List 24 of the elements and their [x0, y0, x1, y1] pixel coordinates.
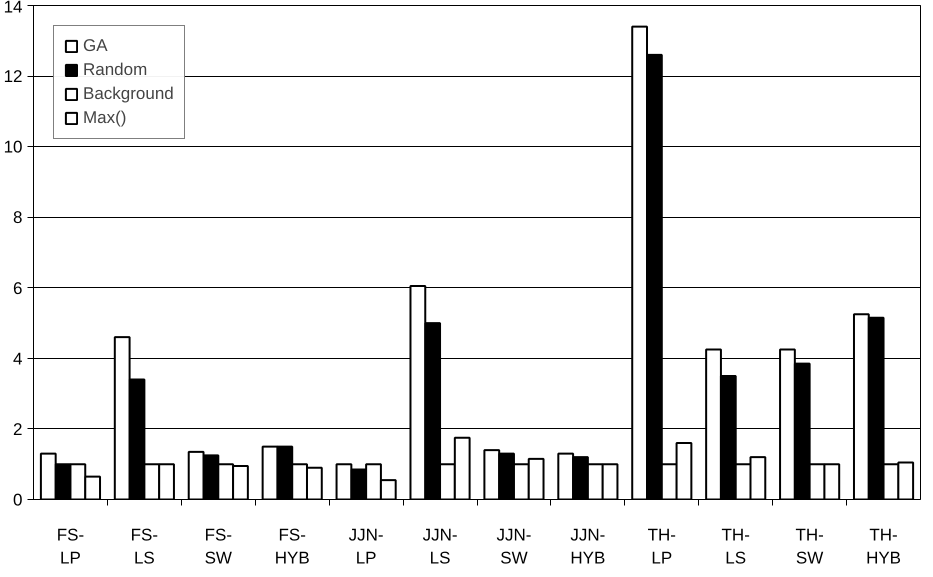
legend-label: Background [83, 84, 174, 104]
x-tick-label: JJN-HYB [570, 526, 606, 568]
x-tick-label: JJN-LS [422, 526, 458, 568]
y-tick-label: 12 [4, 67, 23, 86]
x-tick-label: TH-SW [795, 526, 824, 568]
y-tick-label: 10 [4, 138, 23, 157]
y-tick-label: 14 [4, 0, 23, 16]
legend-label: Random [83, 60, 148, 80]
y-tick-label: 8 [13, 208, 23, 228]
y-tick-label: 2 [13, 420, 23, 439]
y-tick-label: 6 [13, 278, 23, 298]
x-tick-label: TH-LS [722, 526, 750, 568]
x-tick-label: JJN-LP [348, 526, 384, 568]
y-tick-label: 0 [13, 490, 23, 510]
legend-label: GA [83, 36, 108, 56]
x-tick-label: FS-LP [56, 526, 84, 568]
legend-label: Max() [83, 108, 126, 128]
x-tick-label: TH-LP [648, 526, 676, 568]
x-tick-label: TH-HYB [866, 526, 902, 568]
x-tick-label: FS-LS [130, 526, 158, 568]
x-tick-label: JJN-SW [496, 526, 532, 568]
x-tick-label: FS-SW [204, 526, 232, 568]
x-tick-label: FS-HYB [274, 526, 310, 568]
y-tick-label: 4 [13, 349, 23, 368]
